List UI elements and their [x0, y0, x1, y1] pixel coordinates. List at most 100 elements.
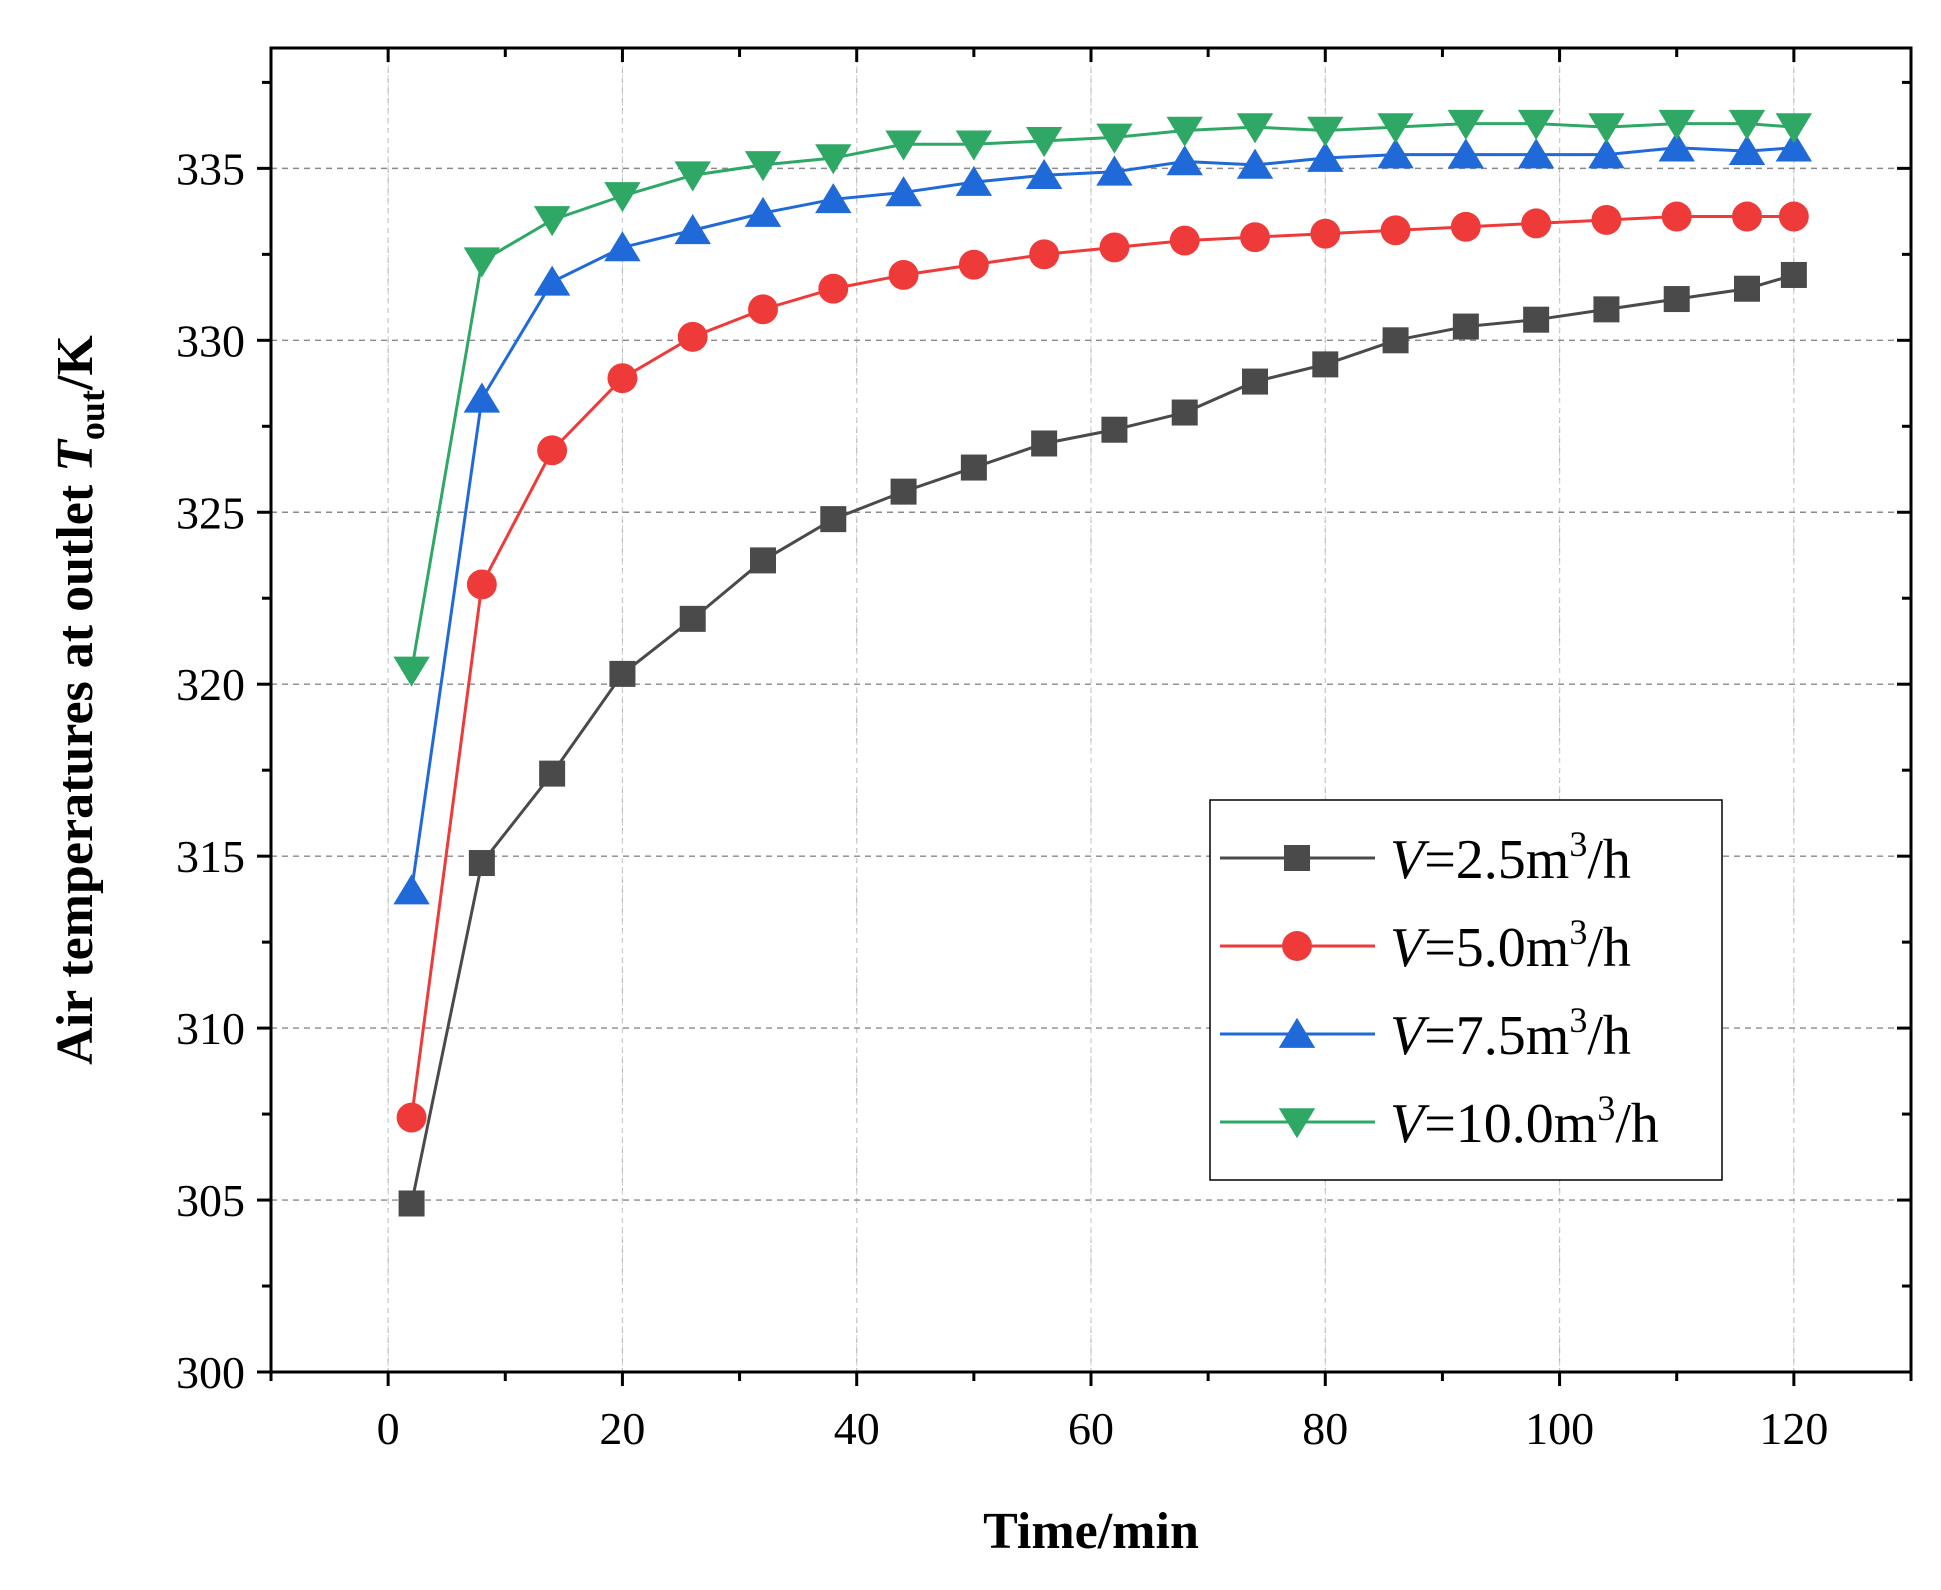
y-axis-title-subscript: out: [72, 390, 112, 440]
data-point: [537, 435, 568, 466]
series-1: [398, 261, 1807, 1217]
x-axis-title: Time/min: [983, 1503, 1199, 1560]
data-point: [1166, 116, 1203, 147]
data-point: [677, 321, 708, 352]
data-point: [1658, 131, 1695, 162]
data-point: [539, 760, 566, 787]
x-tick-label: 20: [599, 1403, 645, 1454]
plot-frame: [269, 46, 1913, 1374]
legend-sup: 3: [1569, 912, 1587, 952]
legend-unit: /h: [1587, 1005, 1631, 1067]
data-point: [1240, 222, 1270, 253]
x-tick-label: 120: [1759, 1403, 1828, 1454]
data-point: [1447, 138, 1485, 169]
legend-unit: /h: [1587, 917, 1631, 979]
legend-label: V=2.5m3/h: [1390, 824, 1631, 891]
data-point: [1523, 306, 1550, 333]
data-point: [960, 454, 987, 481]
data-point: [463, 247, 501, 278]
data-point: [468, 850, 495, 877]
data-point: [744, 196, 782, 227]
data-point: [604, 182, 641, 213]
data-point: [1517, 138, 1555, 169]
data-point: [679, 605, 706, 632]
data-point: [1778, 201, 1809, 232]
legend-marker: [1284, 845, 1310, 871]
legend-sup: 3: [1597, 1088, 1615, 1128]
y-tick-label: 335: [176, 143, 245, 194]
data-point: [1447, 109, 1485, 140]
data-point: [750, 547, 776, 574]
data-point: [609, 660, 636, 687]
legend-marker: [1282, 931, 1312, 961]
legend-label: V=10.0m3/h: [1390, 1088, 1659, 1155]
major-ticks: [257, 48, 1911, 1386]
data-point: [1029, 239, 1060, 270]
data-point: [1382, 327, 1409, 354]
legend-item: V=10.0m3/h: [1220, 1088, 1659, 1155]
data-point: [398, 1190, 425, 1217]
y-tick-label: 300: [176, 1347, 245, 1398]
data-point: [1450, 211, 1481, 242]
y-axis-title-prefix: Air temperatures at outlet: [47, 472, 104, 1065]
data-point: [1658, 109, 1695, 140]
data-point: [1307, 116, 1344, 147]
data-point: [1521, 208, 1552, 239]
legend-label: V=5.0m3/h: [1390, 912, 1631, 979]
data-point: [1236, 113, 1274, 144]
data-point: [1728, 134, 1766, 165]
legend-item: V=5.0m3/h: [1220, 912, 1631, 979]
legend-var: V: [1390, 917, 1430, 979]
data-point: [955, 130, 993, 161]
data-point: [820, 506, 847, 533]
data-point: [533, 206, 571, 237]
data-point: [1031, 430, 1058, 457]
data-point: [1734, 275, 1760, 302]
legend-eq: =2.5m: [1424, 829, 1569, 891]
series-layer: [393, 109, 1813, 1217]
data-point: [1099, 232, 1130, 263]
data-point: [1661, 201, 1692, 232]
data-point: [674, 161, 711, 192]
data-point: [1171, 399, 1198, 426]
data-point: [1312, 351, 1339, 378]
data-point: [1775, 131, 1813, 162]
x-tick-label: 60: [1068, 1403, 1114, 1454]
data-point: [1236, 148, 1274, 179]
minor-ticks: [262, 48, 1913, 1381]
data-point: [1377, 138, 1414, 169]
y-axis-title-suffix: /K: [47, 335, 104, 391]
data-point: [1728, 109, 1766, 140]
x-tick-label: 40: [834, 1403, 880, 1454]
legend-marker: [1278, 1108, 1316, 1139]
data-point: [1775, 113, 1813, 144]
x-tick-label: 100: [1525, 1403, 1594, 1454]
data-point: [1307, 141, 1344, 172]
data-point: [1096, 123, 1133, 154]
legend-sup: 3: [1569, 824, 1587, 864]
legend-items: V=2.5m3/hV=5.0m3/hV=7.5m3/hV=10.0m3/h: [1220, 824, 1659, 1155]
data-point: [1096, 155, 1133, 186]
y-tick-label: 305: [176, 1175, 245, 1226]
data-point: [1588, 113, 1625, 144]
legend-eq: =5.0m: [1424, 917, 1569, 979]
data-point: [604, 231, 641, 262]
data-point: [674, 214, 711, 245]
legend-item: V=7.5m3/h: [1220, 1000, 1631, 1067]
data-point: [1101, 416, 1128, 443]
x-tick-label: 80: [1302, 1403, 1348, 1454]
series-3: [393, 131, 1813, 905]
legend: V=2.5m3/hV=5.0m3/hV=7.5m3/hV=10.0m3/h: [1209, 799, 1723, 1181]
series-4: [393, 109, 1813, 687]
data-point: [393, 874, 430, 905]
data-point: [1452, 313, 1479, 340]
data-point: [607, 363, 638, 394]
legend-unit: /h: [1615, 1093, 1659, 1155]
data-point: [1780, 261, 1807, 288]
series-2: [396, 201, 1809, 1133]
data-point: [955, 165, 993, 196]
data-point: [1591, 204, 1622, 235]
data-point: [1310, 218, 1341, 249]
data-point: [466, 569, 497, 600]
